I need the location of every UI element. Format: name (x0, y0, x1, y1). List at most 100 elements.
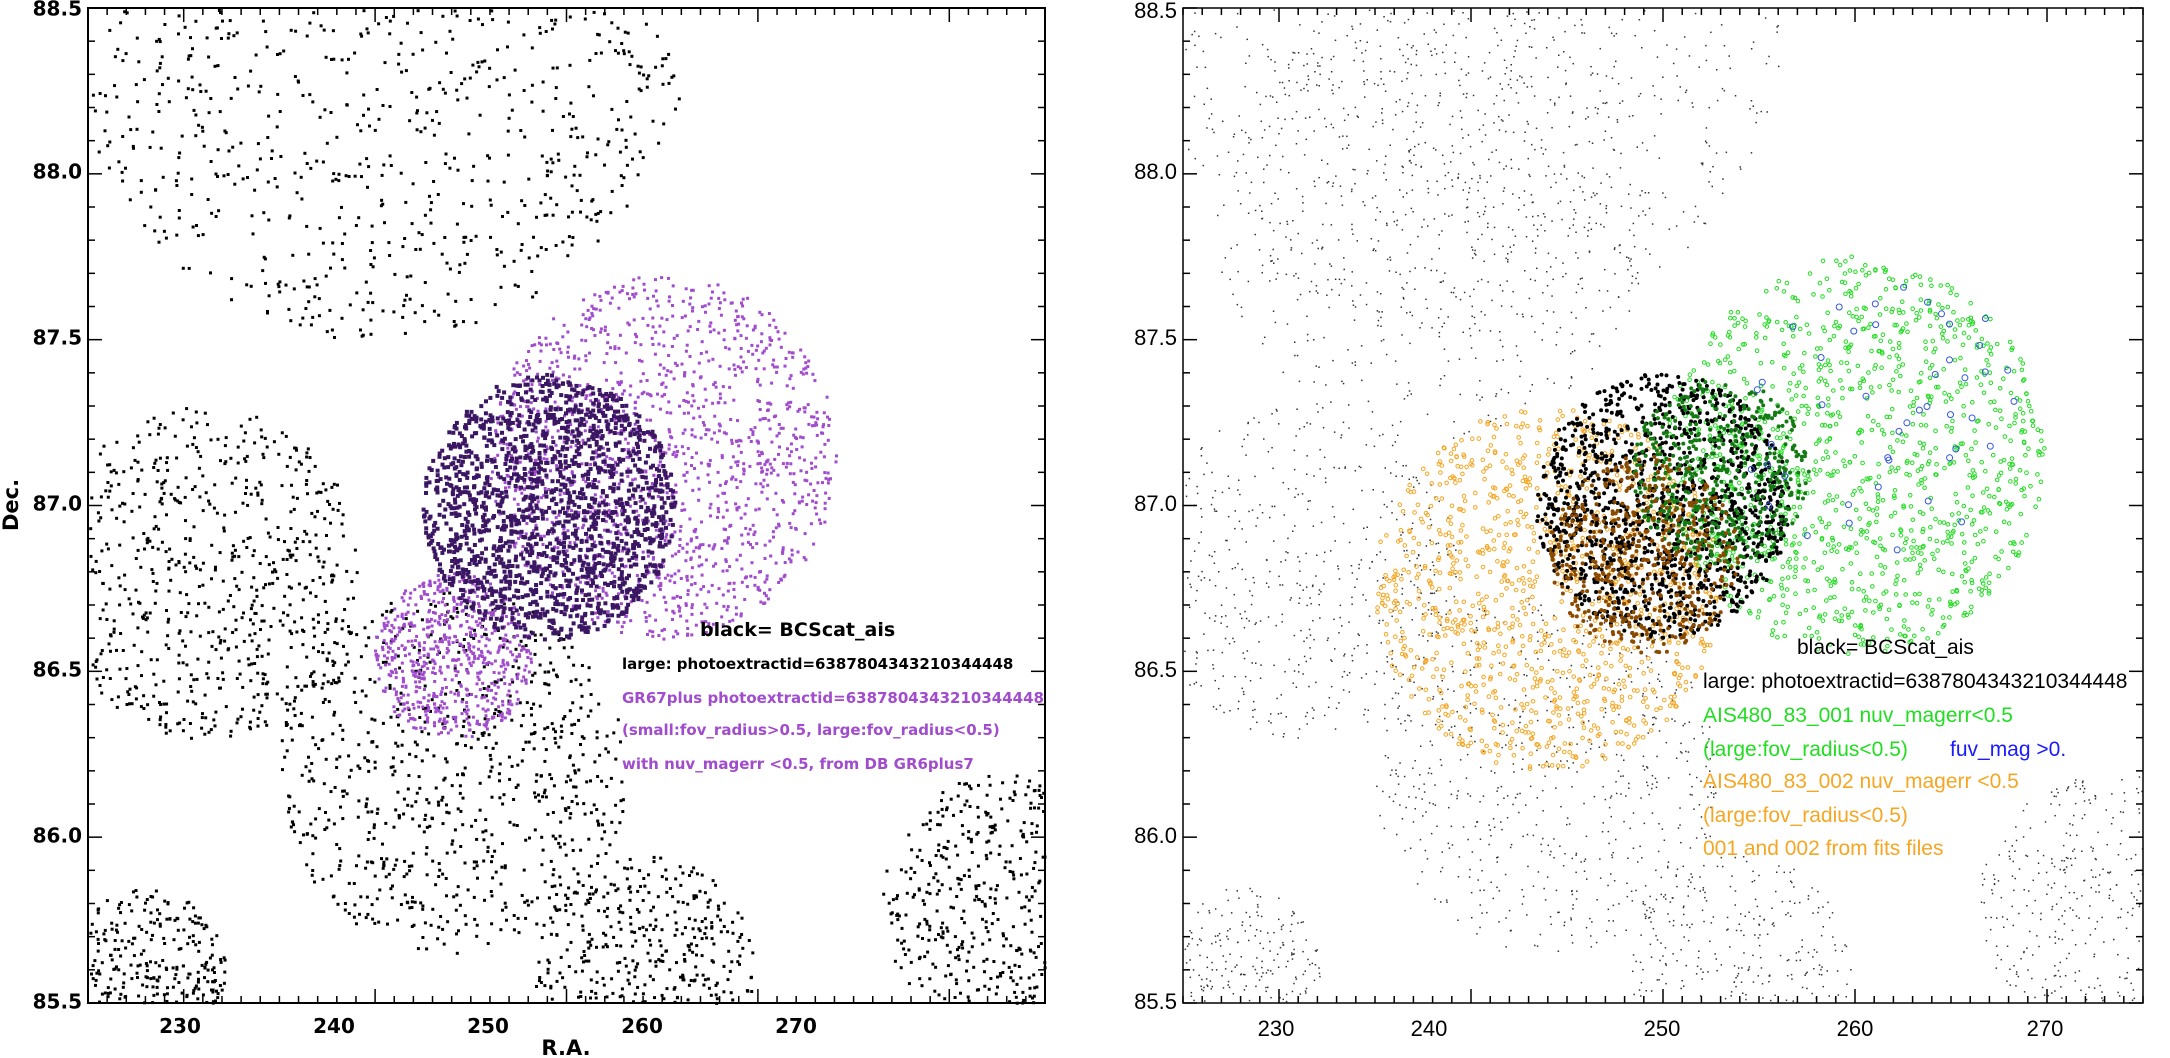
left-black-point (553, 736, 557, 740)
left-black-point (609, 925, 613, 929)
left-black-point (388, 154, 392, 158)
left-black-point (603, 830, 607, 834)
left-purple-light-point (512, 468, 516, 472)
left-purple-light-point (485, 687, 489, 691)
left-black-point (194, 984, 198, 988)
left-black-point (460, 82, 464, 86)
left-black-point (261, 19, 265, 23)
left-black-point (481, 694, 485, 697)
left-black-point (572, 867, 576, 871)
left-black-point (176, 171, 180, 175)
left-black-point (1009, 944, 1013, 948)
left-purple-light-point (480, 651, 484, 655)
left-black-point (195, 677, 199, 681)
left-black-point (1019, 829, 1023, 833)
left-black-point (456, 773, 459, 777)
left-purple-light-point (486, 688, 490, 692)
left-black-point (717, 907, 721, 911)
left-black-point (404, 69, 408, 73)
left-black-point (462, 202, 465, 206)
left-black-point (488, 753, 492, 757)
left-purple-light-point (708, 480, 711, 484)
left-black-point (710, 921, 714, 925)
left-black-point (337, 179, 341, 183)
left-purple-light-point (736, 460, 740, 464)
left-purple-light-point (809, 522, 813, 526)
left-black-point (928, 811, 932, 815)
left-black-point (207, 111, 211, 115)
left-black-point (151, 895, 155, 899)
left-purple-light-point (763, 580, 767, 584)
left-purple-light-point (662, 637, 666, 641)
left-black-point (550, 722, 554, 726)
left-black-point (295, 448, 298, 452)
left-purple-light-point (591, 314, 595, 318)
left-black-point (123, 921, 127, 925)
left-black-point (176, 928, 180, 932)
left-purple-light-point (723, 491, 727, 495)
left-black-point (491, 608, 495, 612)
left-black-point (503, 901, 507, 905)
left-black-point (216, 437, 220, 441)
left-black-point (194, 564, 198, 568)
left-purple-light-point (375, 655, 379, 659)
left-purple-light-point (796, 550, 800, 554)
left-purple-light-point (720, 615, 724, 619)
left-black-point (519, 129, 523, 132)
left-black-point (623, 30, 627, 34)
left-black-point (299, 175, 303, 179)
left-purple-light-point (658, 588, 662, 591)
left-purple-light-point (422, 654, 426, 658)
left-purple-light-point (580, 323, 584, 327)
left-purple-light-point (624, 547, 628, 551)
left-purple-light-point (465, 653, 469, 657)
left-black-point (582, 802, 586, 806)
left-purple-light-point (710, 626, 714, 630)
left-black-point (525, 701, 529, 705)
left-black-point (534, 795, 537, 799)
left-black-point (331, 663, 335, 667)
left-black-point (295, 496, 299, 500)
left-black-point (692, 894, 696, 898)
left-purple-light-point (717, 510, 721, 514)
left-purple-light-point (423, 688, 426, 691)
left-purple-light-point (556, 546, 560, 550)
left-purple-light-point (585, 394, 589, 398)
left-black-point (1008, 870, 1012, 873)
left-purple-light-point (702, 405, 706, 409)
left-black-point (588, 892, 592, 896)
left-purple-light-point (473, 657, 477, 661)
left-black-point (325, 610, 329, 614)
left-black-point (381, 309, 385, 313)
left-black-point (563, 807, 567, 811)
left-black-point (722, 990, 726, 994)
left-black-point (641, 925, 645, 929)
left-black-point (98, 92, 102, 95)
left-purple-light-point (633, 341, 637, 345)
left-purple-light-point (739, 614, 743, 618)
left-black-point (94, 571, 98, 575)
left-black-point (588, 897, 592, 900)
left-black-point (540, 154, 544, 158)
left-black-point (1008, 1000, 1012, 1004)
left-purple-light-point (509, 454, 513, 458)
left-black-point (589, 978, 593, 982)
left-black-point (577, 880, 581, 884)
left-black-point (941, 814, 945, 818)
left-black-point (470, 204, 474, 208)
left-black-point (404, 617, 408, 621)
left-purple-light-point (669, 411, 673, 415)
left-black-point (1015, 774, 1019, 778)
left-black-point (175, 184, 179, 187)
left-black-point (142, 694, 146, 698)
left-black-point (610, 977, 614, 981)
left-black-point (408, 906, 412, 910)
left-black-point (629, 915, 633, 919)
left-purple-light-point (588, 425, 592, 429)
left-purple-light-point (695, 593, 699, 597)
left-black-point (706, 977, 710, 981)
left-black-point (638, 150, 642, 154)
left-purple-light-point (443, 603, 447, 607)
left-black-point (166, 902, 170, 906)
left-black-point (303, 151, 307, 155)
